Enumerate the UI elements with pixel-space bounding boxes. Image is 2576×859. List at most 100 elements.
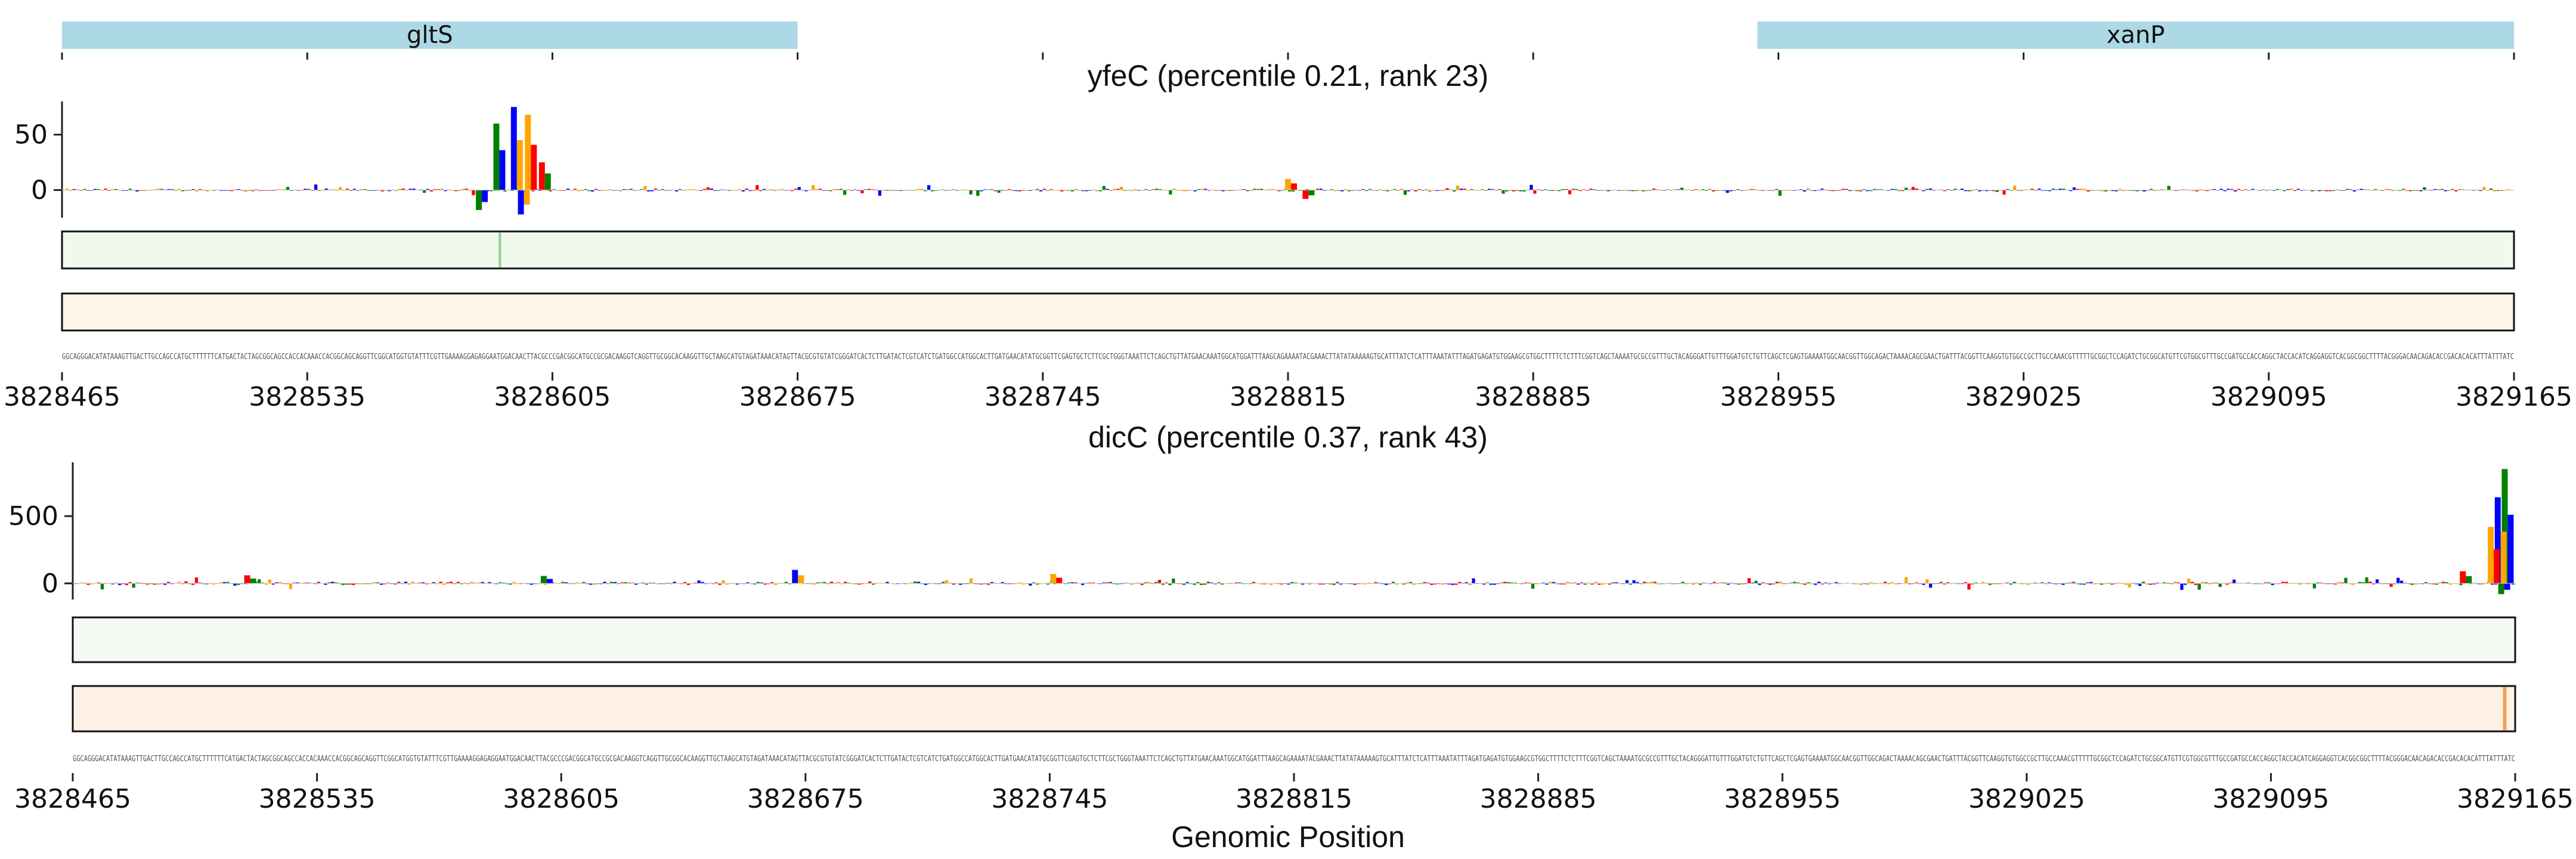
attribution-mark bbox=[1501, 190, 1505, 194]
attribution-mark bbox=[2152, 583, 2156, 585]
attribution-mark bbox=[268, 579, 271, 583]
attribution-mark bbox=[1277, 190, 1281, 191]
attribution-mark bbox=[1828, 583, 1831, 585]
attribution-mark bbox=[1636, 582, 1639, 583]
attribution-mark bbox=[1984, 190, 1989, 191]
attribution-mark bbox=[1810, 190, 1813, 191]
attribution-mark bbox=[2219, 189, 2223, 190]
attribution-mark bbox=[1053, 583, 1057, 585]
attribution-mark bbox=[1911, 583, 1915, 585]
attribution-mark bbox=[1113, 189, 1116, 190]
attribution-mark bbox=[90, 583, 94, 585]
attribution-mark bbox=[205, 583, 209, 585]
attribution-mark bbox=[1057, 190, 1060, 191]
attribution-mark bbox=[1645, 190, 1649, 191]
attribution-mark bbox=[135, 190, 139, 191]
attribution-mark bbox=[1196, 582, 1200, 583]
attribution-mark bbox=[2440, 189, 2444, 190]
attribution-mark bbox=[629, 189, 633, 190]
panel-dicC: dicC (percentile 0.37, rank 43) 0 500 GGC… bbox=[8, 421, 2574, 814]
attribution-mark bbox=[1165, 190, 1169, 191]
attribution-mark bbox=[439, 582, 442, 583]
attribution-mark bbox=[2092, 583, 2097, 585]
attribution-mark bbox=[1270, 583, 1273, 585]
attribution-mark bbox=[893, 583, 896, 585]
attribution-mark bbox=[97, 189, 101, 190]
attribution-mark bbox=[1179, 190, 1183, 191]
attribution-mark bbox=[881, 190, 885, 191]
attribution-mark bbox=[1008, 583, 1011, 585]
attribution-mark bbox=[2327, 583, 2330, 585]
attribution-mark bbox=[1887, 583, 1891, 585]
attribution-mark bbox=[1722, 190, 1726, 191]
attribution-mark bbox=[2075, 583, 2079, 585]
attribution-mark bbox=[1112, 583, 1116, 585]
attribution-mark bbox=[1583, 583, 1587, 585]
attribution-mark bbox=[1876, 189, 1880, 190]
attribution-mark bbox=[1353, 583, 1357, 585]
attribution-mark bbox=[2237, 189, 2241, 190]
attribution-mark bbox=[1169, 190, 1172, 195]
gene-bar-xanP bbox=[1757, 21, 2514, 49]
attribution-mark bbox=[397, 582, 401, 583]
attribution-mark bbox=[205, 190, 209, 191]
attribution-mark bbox=[1305, 189, 1309, 190]
attribution-mark bbox=[2314, 190, 2318, 191]
attribution-mark bbox=[2110, 583, 2114, 585]
attribution-mark bbox=[2507, 189, 2510, 190]
attribution-mark bbox=[561, 582, 565, 583]
x-tick-label: 3829025 bbox=[1965, 382, 2082, 412]
attribution-mark bbox=[456, 582, 460, 583]
attribution-mark bbox=[145, 583, 150, 585]
attribution-mark bbox=[1995, 190, 1999, 192]
attribution-mark bbox=[444, 190, 447, 191]
attribution-mark bbox=[1151, 583, 1154, 585]
attribution-mark bbox=[240, 583, 244, 585]
attribution-mark bbox=[1807, 582, 1810, 583]
attribution-mark bbox=[1638, 190, 1642, 191]
attribution-mark bbox=[1337, 190, 1340, 191]
attribution-mark bbox=[1950, 190, 1953, 191]
attribution-mark bbox=[878, 190, 881, 196]
attribution-mark bbox=[1974, 189, 1978, 190]
attribution-mark bbox=[2205, 582, 2208, 583]
attribution-mark bbox=[1479, 583, 1482, 585]
attribution-mark bbox=[1566, 582, 1569, 583]
attribution-mark bbox=[914, 581, 917, 583]
attribution-mark bbox=[1709, 583, 1713, 585]
attribution-mark bbox=[1880, 583, 1884, 585]
attribution-mark bbox=[622, 189, 626, 190]
attribution-mark bbox=[2348, 583, 2351, 585]
x-tick-label: 3828955 bbox=[1724, 784, 1841, 814]
attribution-mark bbox=[219, 582, 223, 583]
attribution-peak bbox=[2507, 514, 2514, 583]
attribution-mark bbox=[1470, 189, 1473, 190]
attribution-mark bbox=[582, 582, 586, 583]
attribution-mark bbox=[917, 582, 921, 583]
attribution-mark bbox=[920, 189, 924, 190]
attribution-mark bbox=[860, 190, 864, 193]
attribution-mark bbox=[1862, 189, 1866, 190]
attribution-mark bbox=[819, 582, 823, 583]
attribution-mark bbox=[934, 190, 937, 191]
attribution-mark bbox=[634, 583, 638, 585]
attribution-mark bbox=[657, 190, 661, 191]
attribution-mark bbox=[1894, 189, 1897, 190]
x-tick-label: 3828815 bbox=[1236, 784, 1352, 814]
attribution-mark bbox=[812, 583, 816, 585]
attribution-mark bbox=[1998, 583, 2002, 585]
attribution-mark bbox=[1988, 190, 1992, 191]
attribution-mark bbox=[395, 190, 398, 191]
attribution-mark bbox=[1922, 583, 1925, 585]
attribution-mark bbox=[1670, 190, 1673, 191]
attribution-mark bbox=[1817, 582, 1820, 583]
gene-label-gltS: gltS bbox=[407, 21, 453, 49]
attribution-mark bbox=[1242, 189, 1246, 190]
attribution-mark bbox=[1915, 582, 1918, 583]
attribution-mark bbox=[612, 190, 615, 191]
attribution-mark bbox=[324, 583, 327, 585]
attribution-mark bbox=[1778, 190, 1782, 196]
attribution-mark bbox=[2293, 190, 2297, 191]
attribution-mark bbox=[1098, 190, 1103, 191]
attribution-mark bbox=[1852, 583, 1856, 585]
